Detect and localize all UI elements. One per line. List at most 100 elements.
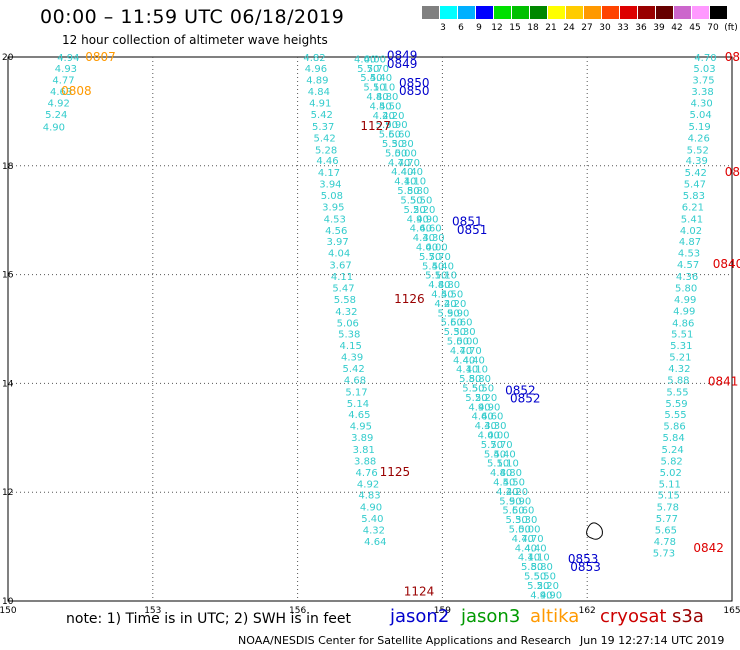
wave-height-value: 4.70 (512, 534, 534, 545)
wave-height-value: 5.60 (450, 318, 472, 329)
wave-height-value: 4.60 (410, 224, 432, 235)
legend-label: 18 (527, 23, 539, 33)
wave-height-value: 4.70 (694, 53, 716, 64)
wave-height-value: 4.70 (450, 346, 472, 357)
legend-swatch (566, 6, 583, 19)
wave-height-value: 4.10 (518, 553, 540, 564)
legend-label: 12 (491, 23, 503, 33)
wave-height-value: 5.80 (397, 186, 419, 197)
wave-height-value: 3.81 (353, 445, 375, 456)
legend-label: 30 (599, 23, 611, 33)
wave-height-value: 5.80 (469, 374, 491, 385)
legend-swatch (692, 6, 709, 19)
wave-height-value: 4.20 (506, 487, 528, 498)
wave-height-value: 4.96 (305, 64, 327, 75)
pass-time-label: 0853 (570, 560, 601, 574)
wave-height-value: 5.10 (373, 83, 395, 94)
wave-height-value: 4.00 (416, 242, 438, 253)
pass-time-label: 084 (725, 165, 740, 179)
wave-height-value: 4.20 (382, 111, 404, 122)
wave-height-value: 5.02 (660, 468, 682, 479)
wave-height-value: 4.92 (48, 99, 70, 110)
wave-height-value: 5.30 (453, 327, 475, 338)
wave-height-value: 5.90 (499, 496, 521, 507)
pass-time-label: 0840 (713, 257, 740, 271)
wave-height-value: 5.65 (655, 526, 677, 537)
legend-label: 15 (509, 23, 521, 33)
wave-height-value: 5.60 (441, 318, 463, 329)
wave-height-value: 4.94 (57, 53, 79, 64)
wave-height-value: 5.30 (505, 515, 527, 526)
wave-height-value: 5.00 (509, 524, 531, 535)
wave-height-value: 4.60 (471, 412, 493, 423)
x-tick-label: 159 (434, 606, 451, 616)
wave-height-value: 5.50 (534, 571, 556, 582)
island-coastline (586, 522, 603, 540)
wave-height-value: 4.90 (478, 402, 500, 413)
wave-height-value: 4.53 (324, 214, 346, 225)
wave-height-value: 5.41 (681, 214, 703, 225)
wave-height-value: 3.88 (354, 456, 376, 467)
wave-height-value: 5.11 (659, 479, 681, 490)
legend-cryosat: cryosat (600, 606, 667, 627)
wave-height-value: 5.50 (524, 571, 546, 582)
wave-height-value: 5.03 (693, 64, 715, 75)
pass-time-label: 1125 (380, 465, 411, 479)
map-frame (7, 56, 733, 602)
wave-height-value: 5.40 (432, 261, 454, 272)
y-tick-label: 10 (2, 597, 14, 607)
legend-label: 27 (581, 23, 593, 33)
legend-swatch (602, 6, 619, 19)
wave-height-value: 4.65 (348, 410, 370, 421)
legend-swatch (422, 6, 439, 19)
pass-time-label: 08 (725, 50, 740, 64)
wave-height-value: 4.00 (364, 54, 386, 65)
wave-height-value: 4.40 (515, 543, 537, 554)
wave-height-value: 5.40 (360, 73, 382, 84)
wave-height-value: 4.90 (530, 590, 552, 601)
wave-height-value: 4.20 (496, 487, 518, 498)
wave-height-value: 4.80 (438, 280, 460, 291)
wave-height-value: 5.24 (45, 110, 67, 121)
wave-height-value: 5.82 (661, 456, 683, 467)
wave-height-value: 4.89 (306, 76, 328, 87)
wave-height-value: 5.30 (515, 515, 537, 526)
legend-swatch (512, 6, 529, 19)
wave-height-value: 5.10 (435, 271, 457, 282)
legend-swatch (620, 6, 637, 19)
legend-label: 6 (458, 23, 464, 33)
wave-height-value: 5.83 (683, 191, 705, 202)
wave-height-value: 4.17 (318, 168, 340, 179)
pass-time-label: 0842 (693, 541, 724, 555)
wave-height-value: 5.80 (407, 186, 429, 197)
wave-height-value: 4.91 (309, 99, 331, 110)
wave-height-value: 5.90 (437, 308, 459, 319)
wave-height-value: 5.28 (315, 145, 337, 156)
wave-height-value: 5.10 (487, 459, 509, 470)
wave-height-value: 4.02 (680, 226, 702, 237)
wave-height-value: 4.92 (357, 479, 379, 490)
pass-time-label: 0850 (399, 84, 430, 98)
x-tick-label: 156 (289, 606, 306, 616)
wave-height-value: 4.39 (686, 156, 708, 167)
wave-height-value: 5.90 (385, 120, 407, 131)
wave-height-value: 5.70 (490, 440, 512, 451)
wave-height-value: 5.17 (345, 387, 367, 398)
wave-height-value: 5.59 (665, 399, 687, 410)
wave-height-value: 4.32 (363, 526, 385, 537)
wave-height-value: 5.70 (481, 440, 503, 451)
x-tick-label: 150 (0, 606, 17, 616)
wave-height-value: 5.51 (671, 330, 693, 341)
wave-height-value: 4.99 (673, 306, 695, 317)
wave-height-value: 4.78 (654, 537, 676, 548)
wave-height-value: 5.73 (653, 548, 675, 559)
wave-height-value: 4.10 (528, 553, 550, 564)
wave-height-value: 4.10 (466, 365, 488, 376)
legend-altika: altika (530, 606, 580, 627)
pass-time-label: 0808 (61, 84, 92, 98)
legend-swatch (440, 6, 457, 19)
legend-label: 36 (635, 23, 647, 33)
wave-height-value: 5.15 (658, 491, 680, 502)
wave-height-value: 5.47 (332, 283, 354, 294)
